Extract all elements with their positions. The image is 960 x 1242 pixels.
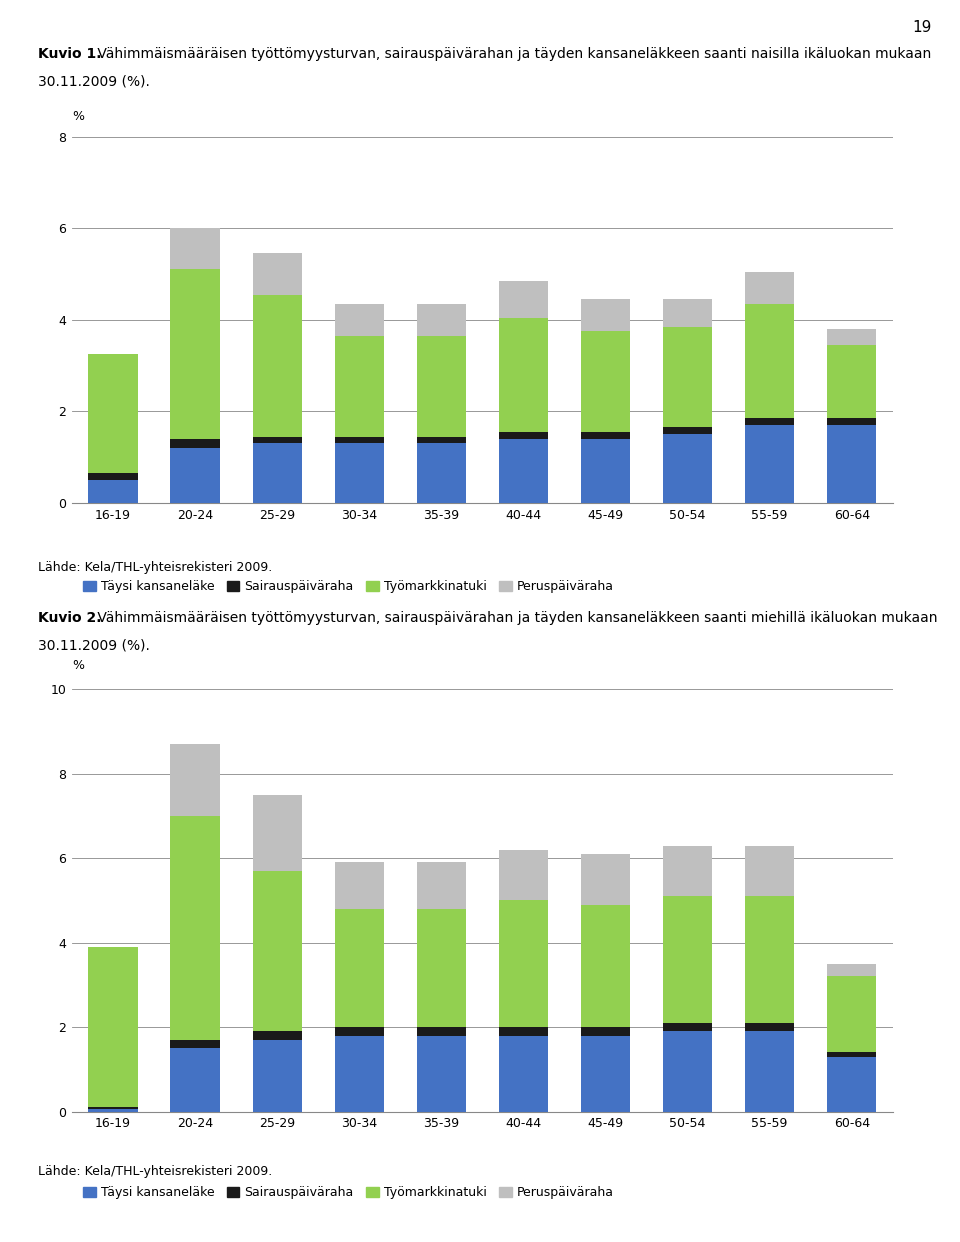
Bar (499, 432, 548, 438)
Bar (828, 1052, 876, 1057)
Bar (581, 904, 630, 1027)
Bar (828, 964, 876, 976)
Bar (663, 846, 712, 897)
Bar (745, 425, 794, 503)
Bar (252, 294, 301, 437)
Bar (663, 299, 712, 327)
Bar (581, 438, 630, 503)
Bar (499, 1027, 548, 1036)
Bar (499, 900, 548, 1027)
Bar (417, 437, 466, 443)
Bar (252, 437, 301, 443)
Bar (581, 1027, 630, 1036)
Bar (745, 419, 794, 425)
Bar (252, 871, 301, 1031)
Bar (828, 419, 876, 425)
Bar (745, 272, 794, 304)
Bar (417, 862, 466, 909)
Bar (252, 1040, 301, 1112)
Bar (663, 435, 712, 503)
Text: Vähimmäismääräisen työttömyysturvan, sairauspäivärahan ja täyden kansaneläkkeen : Vähimmäismääräisen työttömyysturvan, sai… (93, 611, 938, 625)
Bar (335, 862, 384, 909)
Bar (417, 304, 466, 335)
Bar (828, 1057, 876, 1112)
Bar (335, 304, 384, 335)
Bar (745, 846, 794, 897)
Text: Lähde: Kela/THL-yhteisrekisteri 2009.: Lähde: Kela/THL-yhteisrekisteri 2009. (38, 561, 273, 574)
Bar (252, 795, 301, 871)
Bar (828, 425, 876, 503)
Bar (417, 909, 466, 1027)
Bar (499, 281, 548, 318)
Text: %: % (72, 660, 84, 672)
Bar (417, 443, 466, 503)
Bar (499, 438, 548, 503)
Bar (828, 976, 876, 1052)
Bar (745, 897, 794, 1023)
Bar (171, 1048, 220, 1112)
Bar (335, 1036, 384, 1112)
Bar (171, 816, 220, 1040)
Bar (335, 437, 384, 443)
Bar (171, 270, 220, 438)
Bar (499, 318, 548, 432)
Bar (828, 345, 876, 419)
Bar (581, 432, 630, 438)
Bar (581, 332, 630, 432)
Bar (581, 854, 630, 904)
Bar (88, 481, 137, 503)
Bar (252, 1031, 301, 1040)
Bar (499, 1036, 548, 1112)
Bar (335, 335, 384, 437)
Text: 19: 19 (912, 20, 931, 35)
Bar (581, 1036, 630, 1112)
Bar (745, 304, 794, 419)
Bar (417, 1027, 466, 1036)
Bar (581, 299, 630, 332)
Legend: Täysi kansaneläke, Sairauspäiväraha, Työmarkkinatuki, Peruspäiväraha: Täysi kansaneläke, Sairauspäiväraha, Työ… (79, 575, 618, 599)
Bar (828, 329, 876, 345)
Bar (171, 229, 220, 270)
Bar (335, 443, 384, 503)
Bar (171, 744, 220, 816)
Text: %: % (72, 109, 84, 123)
Text: Kuvio 2.: Kuvio 2. (38, 611, 102, 625)
Legend: Täysi kansaneläke, Sairauspäiväraha, Työmarkkinatuki, Peruspäiväraha: Täysi kansaneläke, Sairauspäiväraha, Työ… (79, 1181, 618, 1205)
Bar (745, 1031, 794, 1112)
Bar (252, 443, 301, 503)
Bar (171, 438, 220, 448)
Bar (745, 1023, 794, 1031)
Bar (88, 354, 137, 473)
Bar (663, 897, 712, 1023)
Text: 30.11.2009 (%).: 30.11.2009 (%). (38, 638, 151, 652)
Bar (417, 335, 466, 437)
Bar (499, 850, 548, 900)
Bar (88, 1109, 137, 1112)
Text: 30.11.2009 (%).: 30.11.2009 (%). (38, 75, 151, 88)
Bar (88, 473, 137, 481)
Bar (335, 1027, 384, 1036)
Bar (335, 909, 384, 1027)
Bar (417, 1036, 466, 1112)
Text: Kuvio 1.: Kuvio 1. (38, 47, 102, 61)
Bar (88, 1108, 137, 1109)
Text: Lähde: Kela/THL-yhteisrekisteri 2009.: Lähde: Kela/THL-yhteisrekisteri 2009. (38, 1165, 273, 1177)
Text: Vähimmäismääräisen työttömyysturvan, sairauspäivärahan ja täyden kansaneläkkeen : Vähimmäismääräisen työttömyysturvan, sai… (93, 47, 931, 61)
Bar (663, 1031, 712, 1112)
Bar (252, 253, 301, 294)
Bar (663, 1023, 712, 1031)
Bar (171, 1040, 220, 1048)
Bar (88, 946, 137, 1108)
Bar (171, 448, 220, 503)
Bar (663, 427, 712, 435)
Bar (663, 327, 712, 427)
